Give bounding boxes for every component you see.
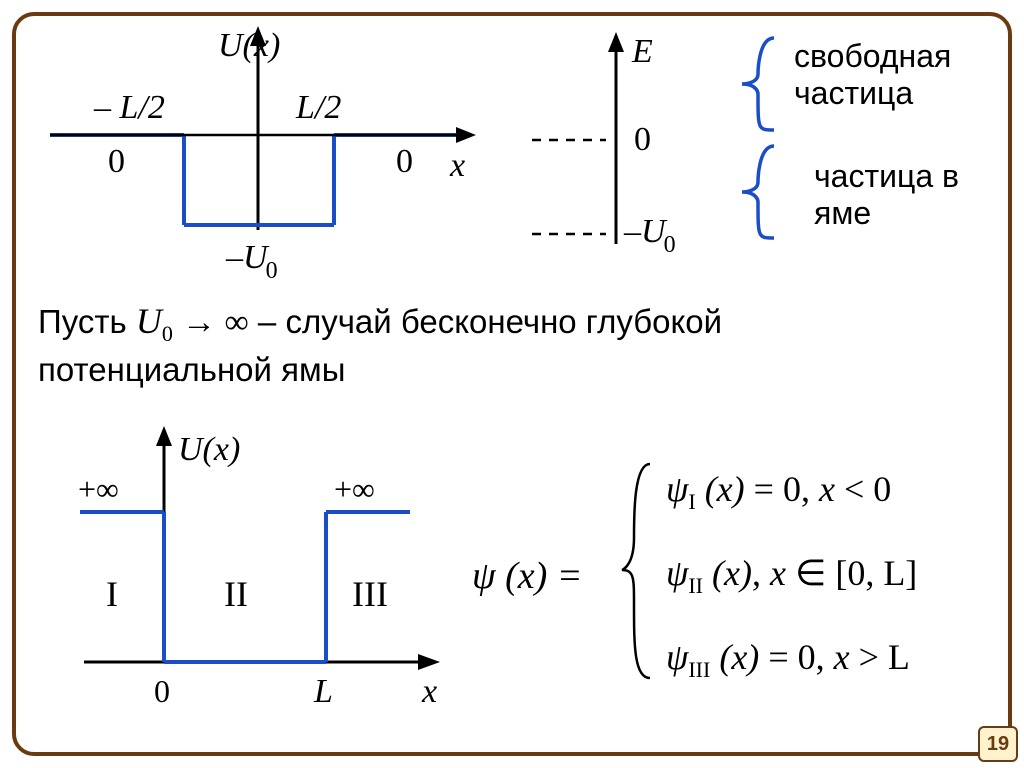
eq-case1: ψI (x) = 0, x < 0 (666, 468, 891, 515)
finite-well-chart: U(x) – L/2 L/2 0 0 x –U0 (20, 20, 500, 280)
body-text: Пусть U0 → ∞ – случай бесконечно глубоко… (38, 298, 838, 392)
page-number-badge: 19 (978, 726, 1018, 762)
energy-u0: –U0 (623, 213, 676, 258)
inf-right: +∞ (334, 471, 375, 507)
well-tick-left: – L/2 (93, 89, 165, 126)
region-3: III (352, 574, 388, 614)
region-1: I (106, 574, 118, 614)
free-particle-label: свободная частица (794, 38, 1012, 112)
inf-zero: 0 (154, 673, 170, 709)
piecewise-equation: ψ (x) = ψI (x) = 0, x < 0 ψII (x), x ∈ [… (472, 458, 1012, 698)
well-tick-right: L/2 (295, 89, 341, 126)
inf-left: +∞ (78, 471, 119, 507)
eq-case3: ψIII (x) = 0, x > L (666, 636, 910, 683)
region-2: II (224, 574, 248, 614)
bound-particle-label: частица в яме (814, 158, 1012, 232)
energy-label: E (631, 33, 653, 70)
energy-zero: 0 (634, 121, 651, 158)
energy-braces (734, 30, 794, 260)
slide-card: U(x) – L/2 L/2 0 0 x –U0 E 0 –U0 свободн… (12, 12, 1012, 756)
eq-case2: ψII (x), x ∈ [0, L] (666, 552, 917, 599)
inf-xlabel: x (421, 673, 437, 710)
well-depth: –U0 (225, 239, 278, 280)
eq-lhs: ψ (x) = (472, 554, 582, 598)
inf-L: L (313, 673, 333, 710)
well-zero-left: 0 (108, 143, 125, 180)
energy-axis: E 0 –U0 (506, 24, 706, 264)
infinite-well-chart: U(x) +∞ +∞ I II III 0 L x (56, 412, 476, 722)
well-xlabel: x (449, 147, 465, 184)
well-ylabel: U(x) (218, 27, 280, 64)
inf-ylabel: U(x) (178, 431, 240, 468)
well-zero-right: 0 (396, 143, 413, 180)
